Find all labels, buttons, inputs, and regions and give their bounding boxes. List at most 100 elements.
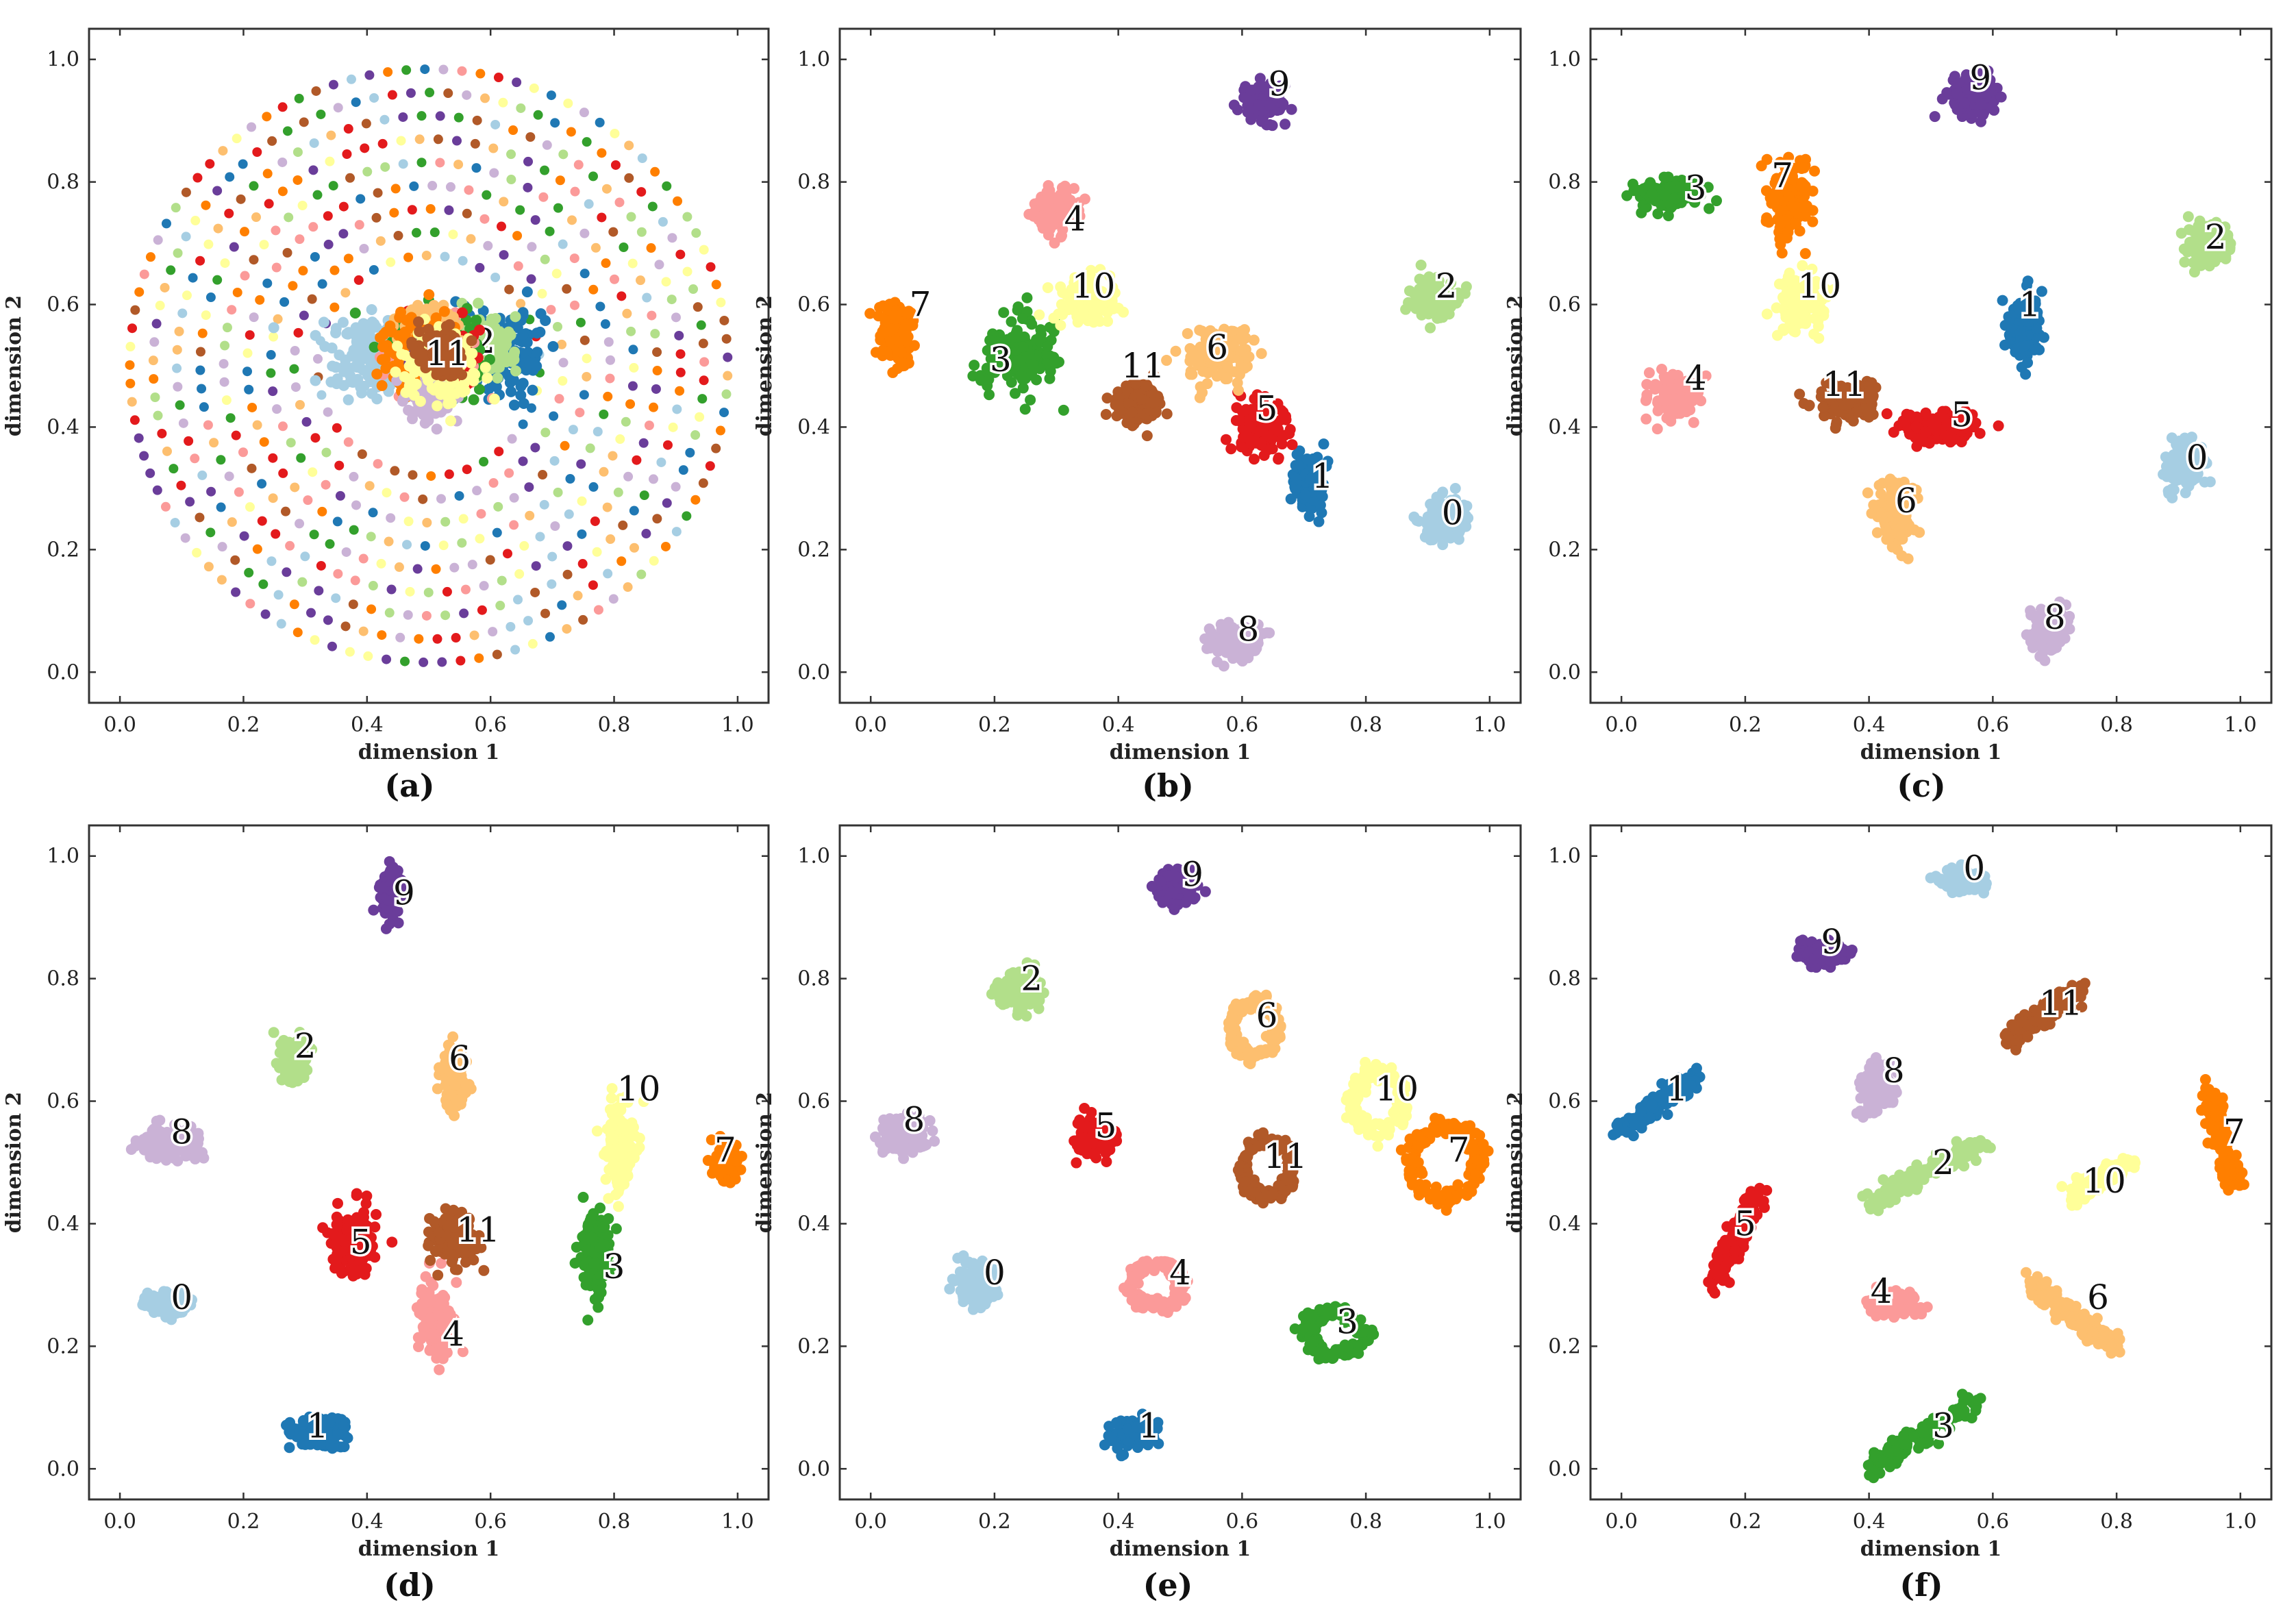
point-cluster-11 — [357, 449, 367, 460]
point-cluster-9 — [386, 584, 397, 595]
point-cluster-1 — [238, 159, 248, 169]
point-cluster-9 — [1266, 120, 1278, 132]
point-cluster-11 — [652, 347, 662, 358]
x-tick-label: 0.8 — [2100, 713, 2133, 737]
point-cluster-0 — [338, 366, 350, 377]
panel-b: 0.0 0.2 0.4 0.6 0.8 1.00.00.20.40.60.81.0dime… — [753, 27, 1522, 804]
y-tick-label: 0.4 — [47, 415, 79, 439]
point-cluster-6 — [1197, 387, 1208, 399]
point-cluster-7 — [597, 148, 607, 158]
point-cluster-7 — [125, 378, 136, 388]
point-cluster-7 — [232, 287, 242, 297]
x-tick-label: 0.0 — [103, 713, 136, 737]
point-cluster-1 — [527, 384, 538, 396]
point-cluster-8 — [488, 627, 498, 637]
point-cluster-1 — [492, 527, 502, 538]
point-cluster-9 — [260, 609, 271, 619]
point-cluster-3 — [619, 242, 629, 252]
point-cluster-8 — [483, 240, 493, 251]
point-cluster-4 — [554, 394, 564, 404]
point-cluster-3 — [1014, 371, 1026, 382]
point-cluster-5 — [184, 436, 194, 446]
point-cluster-9 — [627, 381, 638, 391]
point-cluster-0 — [510, 645, 521, 655]
point-cluster-11 — [608, 227, 619, 237]
point-cluster-3 — [599, 409, 609, 419]
cluster-label-11: 11 — [1121, 346, 1165, 386]
point-cluster-8 — [667, 233, 677, 243]
point-cluster-3 — [212, 275, 223, 285]
point-cluster-5 — [176, 480, 186, 490]
point-cluster-3 — [1019, 331, 1030, 342]
axes-frame — [88, 27, 770, 704]
point-cluster-1 — [719, 408, 729, 418]
cluster-label-5: 5 — [1256, 389, 1278, 429]
point-cluster-5 — [1284, 424, 1296, 436]
point-cluster-5 — [407, 205, 417, 215]
cluster-9: 9 — [1228, 62, 1297, 132]
point-cluster-10 — [488, 393, 500, 405]
point-cluster-10 — [1034, 309, 1045, 321]
point-cluster-7 — [475, 68, 486, 79]
point-cluster-9 — [282, 567, 292, 577]
point-cluster-10 — [577, 496, 587, 506]
point-cluster-3 — [647, 201, 658, 212]
point-cluster-1 — [1318, 438, 1330, 450]
point-cluster-10 — [627, 258, 638, 269]
point-cluster-10 — [519, 540, 529, 551]
point-cluster-0 — [268, 322, 279, 334]
point-cluster-3 — [1058, 404, 1069, 416]
point-cluster-11 — [1110, 399, 1121, 411]
point-cluster-8 — [467, 560, 477, 570]
x-tick-label: 0.4 — [351, 713, 384, 737]
point-cluster-1 — [266, 350, 276, 360]
point-cluster-2 — [585, 443, 595, 453]
point-cluster-7 — [378, 329, 390, 340]
point-cluster-0 — [656, 457, 666, 467]
point-cluster-8 — [558, 358, 569, 368]
point-cluster-1 — [262, 278, 273, 288]
point-cluster-6 — [562, 624, 572, 634]
point-cluster-3 — [984, 389, 995, 401]
point-cluster-9 — [206, 486, 216, 497]
point-cluster-5 — [610, 160, 621, 170]
point-cluster-7 — [895, 347, 907, 358]
point-cluster-10 — [448, 229, 458, 240]
point-cluster-5 — [157, 428, 167, 438]
point-cluster-1 — [420, 540, 430, 551]
point-cluster-9 — [662, 498, 672, 508]
point-cluster-6 — [1182, 327, 1193, 339]
point-cluster-11 — [348, 599, 358, 610]
point-cluster-8 — [290, 382, 301, 392]
point-cluster-0 — [584, 199, 594, 209]
point-cluster-8 — [527, 242, 537, 252]
y-tick-label: 0.8 — [47, 171, 79, 195]
point-cluster-9 — [299, 310, 309, 321]
point-cluster-1 — [2006, 323, 2018, 334]
point-cluster-2 — [473, 297, 484, 309]
point-cluster-10 — [716, 297, 726, 308]
point-cluster-9 — [459, 608, 469, 619]
point-cluster-10 — [529, 83, 539, 93]
x-tick-label: 0.2 — [227, 713, 260, 737]
point-cluster-0 — [310, 329, 321, 341]
point-cluster-7 — [259, 437, 269, 447]
point-cluster-6 — [209, 438, 219, 448]
point-cluster-9 — [419, 657, 429, 667]
point-cluster-11 — [1126, 406, 1138, 418]
point-cluster-2 — [497, 575, 507, 586]
point-cluster-1 — [508, 399, 520, 411]
point-cluster-8 — [403, 404, 414, 416]
point-cluster-4 — [303, 495, 313, 506]
point-cluster-6 — [172, 345, 182, 355]
point-cluster-7 — [317, 506, 327, 516]
point-cluster-3 — [416, 158, 427, 168]
point-cluster-3 — [429, 227, 440, 238]
point-cluster-2 — [558, 149, 569, 160]
point-cluster-6 — [213, 223, 223, 234]
point-cluster-10 — [629, 362, 639, 373]
y-axis-label: dimension 2 — [753, 295, 777, 436]
point-cluster-11 — [307, 294, 317, 304]
point-cluster-9 — [212, 186, 223, 196]
